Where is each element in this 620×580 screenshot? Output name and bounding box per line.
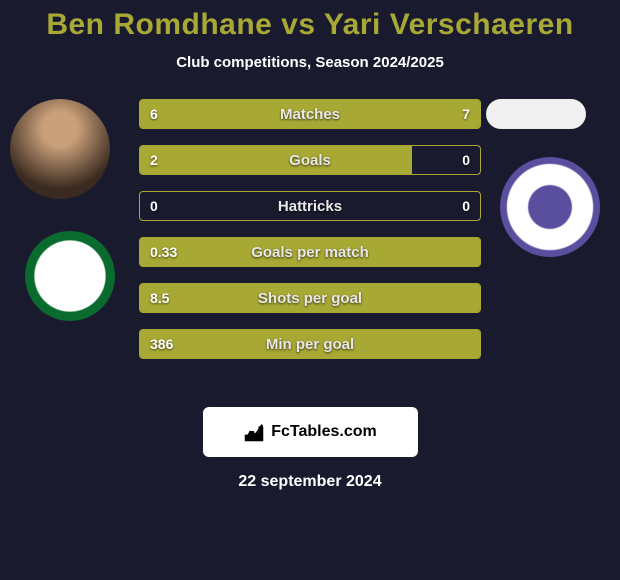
chart-icon — [243, 421, 265, 443]
stat-row: Goals per match0.33 — [139, 237, 481, 267]
stat-label: Goals — [140, 146, 480, 174]
stat-value-left: 0 — [150, 192, 158, 220]
stat-value-right: 0 — [462, 192, 470, 220]
stats-list: Matches67Goals20Hattricks00Goals per mat… — [139, 99, 481, 375]
stat-label: Goals per match — [140, 238, 480, 266]
stat-value-right: 0 — [462, 146, 470, 174]
club-badge-left — [25, 231, 115, 321]
stat-row: Hattricks0 0 — [139, 191, 481, 221]
footer-date: 22 september 2024 — [0, 473, 620, 491]
stat-label: Shots per goal — [140, 284, 480, 312]
stat-row: Goals2 0 — [139, 145, 481, 175]
club-badge-right — [500, 157, 600, 257]
stat-value-left: 2 — [150, 146, 158, 174]
stat-value-left: 6 — [150, 100, 158, 128]
stat-label: Min per goal — [140, 330, 480, 358]
stat-row: Shots per goal8.5 — [139, 283, 481, 313]
stat-row: Matches6 7 — [139, 99, 481, 129]
stat-row: Min per goal386 — [139, 329, 481, 359]
comparison-panel: Matches67Goals20Hattricks00Goals per mat… — [0, 99, 620, 389]
player-right-avatar-placeholder — [486, 99, 586, 129]
stat-value-left: 8.5 — [150, 284, 169, 312]
stat-label: Hattricks — [140, 192, 480, 220]
brand-badge: FcTables.com — [203, 407, 418, 457]
player-left-avatar — [10, 99, 110, 199]
stat-value-left: 0.33 — [150, 238, 177, 266]
brand-text: FcTables.com — [271, 423, 377, 441]
stat-value-left: 386 — [150, 330, 173, 358]
stat-label: Matches — [140, 100, 480, 128]
page-title: Ben Romdhane vs Yari Verschaeren — [0, 0, 620, 42]
subtitle: Club competitions, Season 2024/2025 — [0, 54, 620, 71]
stat-value-right: 7 — [462, 100, 470, 128]
